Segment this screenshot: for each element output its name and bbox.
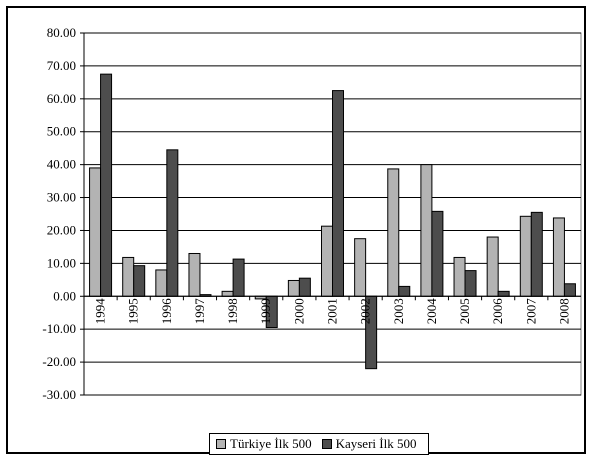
bar-turkiye-2007 [519, 215, 532, 297]
bar-turkiye-2001 [321, 225, 333, 297]
bar-turkiye-2005 [453, 256, 466, 297]
bar-kayseri-2001 [332, 90, 344, 297]
x-tick-label: 2005 [457, 298, 472, 324]
bar-kayseri-2003 [398, 285, 411, 297]
x-tick-label: 1998 [225, 298, 240, 324]
legend-label-turkiye: Türkiye İlk 500 [230, 436, 312, 451]
x-tick-label: 1999 [258, 298, 273, 324]
x-tick-label: 2006 [490, 298, 505, 325]
bar-turkiye-2004 [420, 164, 433, 297]
x-tick-label: 2008 [556, 298, 571, 324]
x-tick-label: 1996 [159, 298, 174, 325]
bar-turkiye-2002 [354, 238, 367, 297]
y-tick-label: 20.00 [47, 222, 76, 237]
bar-turkiye-2006 [486, 236, 499, 297]
y-tick-label: 30.00 [47, 190, 76, 205]
bar-chart: 80.00 70.00 60.00 50.00 40.00 30.00 20.00 10.00… [42, 25, 582, 402]
bar-turkiye-1996 [155, 269, 168, 297]
bar-kayseri-1998 [232, 258, 245, 297]
bar-turkiye-1998 [221, 290, 234, 297]
bar-kayseri-2008 [563, 283, 576, 297]
bar-kayseri-1994 [100, 73, 113, 297]
x-tick-label: 2003 [391, 298, 406, 324]
bar-kayseri-2007 [530, 211, 543, 297]
bar-kayseri-2005 [464, 270, 477, 297]
y-tick-label: 0.00 [53, 288, 76, 303]
y-tick-label: 50.00 [47, 124, 76, 139]
y-tick-label: 60.00 [47, 91, 76, 106]
x-tick-label: 1997 [192, 298, 207, 325]
chart-frame: 80.00 70.00 60.00 50.00 40.00 30.00 20.00 10.00… [6, 6, 586, 455]
bar-kayseri-1996 [166, 149, 179, 297]
y-tick-label: 70.00 [47, 58, 76, 73]
x-tick-label: 1994 [93, 298, 108, 325]
y-tick-label: -20.00 [42, 354, 76, 369]
x-tick-label: 2004 [424, 298, 439, 325]
bar-turkiye-1994 [89, 167, 102, 297]
x-tick-label: 2002 [358, 298, 373, 324]
legend-item-turkiye: Türkiye İlk 500 [216, 436, 312, 452]
x-tick-label: 2007 [523, 298, 538, 325]
legend-item-kayseri: Kayseri İlk 500 [321, 436, 417, 452]
bar-kayseri-2006 [497, 290, 510, 297]
x-tick-label: 2001 [325, 298, 340, 324]
y-tick-label: -10.00 [42, 321, 76, 336]
y-tick-label: 80.00 [47, 25, 76, 40]
bar-turkiye-2000 [287, 279, 300, 297]
legend-swatch-turkiye [216, 439, 226, 449]
bar-turkiye-2003 [387, 168, 400, 297]
legend-label-kayseri: Kayseri İlk 500 [335, 436, 417, 451]
bar-turkiye-2008 [552, 217, 565, 297]
bar-kayseri-1995 [133, 265, 146, 297]
bar-kayseri-2004 [431, 210, 444, 297]
bar-turkiye-1997 [188, 252, 201, 297]
x-tick-label: 1995 [126, 298, 141, 324]
bar-kayseri-2000 [298, 277, 311, 297]
y-tick-label: 40.00 [47, 157, 76, 172]
legend-swatch-kayseri [321, 439, 332, 449]
bar-turkiye-1995 [122, 256, 135, 297]
y-tick-label: 10.00 [47, 255, 76, 270]
legend: Türkiye İlk 500 Kayseri İlk 500 [209, 433, 430, 455]
y-tick-label: -30.00 [42, 387, 76, 402]
x-tick-label: 2000 [291, 298, 306, 324]
